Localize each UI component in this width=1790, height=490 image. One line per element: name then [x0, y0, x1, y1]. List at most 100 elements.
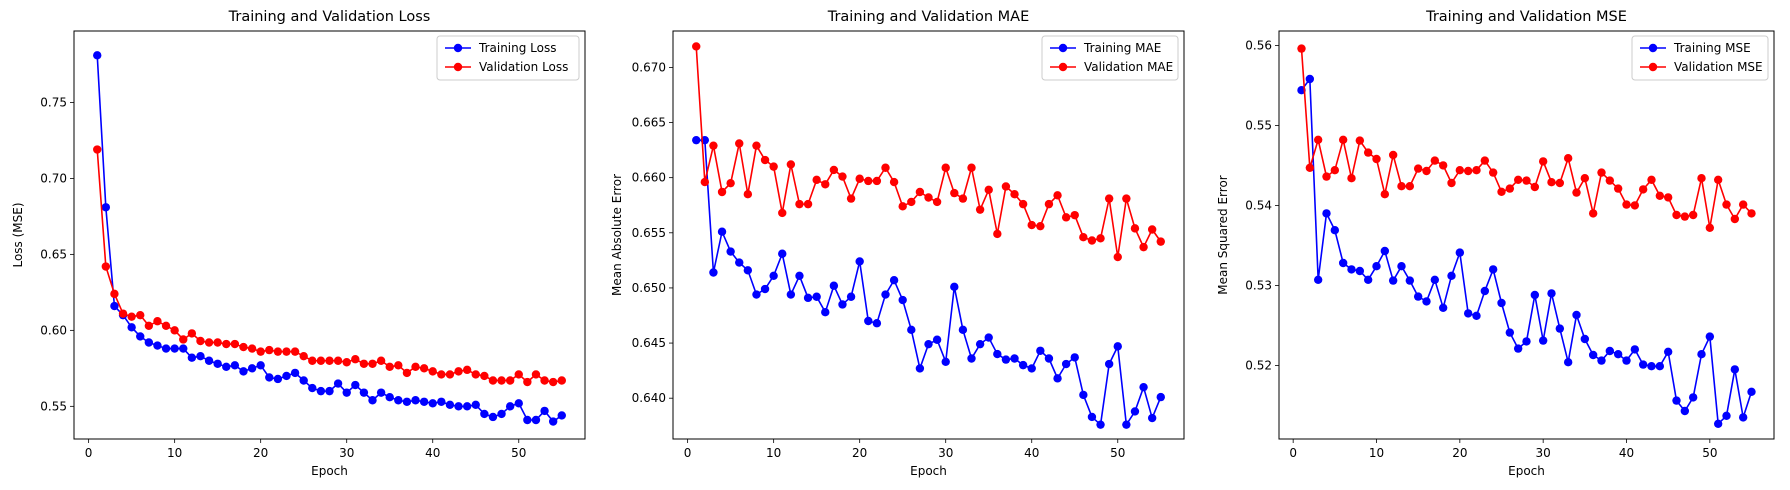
data-point [1053, 191, 1062, 200]
data-point [1147, 413, 1157, 423]
legend-marker [453, 62, 463, 72]
y-tick-label: 0.75 [40, 95, 67, 109]
data-point [1305, 163, 1315, 172]
data-point [1738, 200, 1748, 209]
legend-frame [1631, 35, 1769, 81]
legend-label: Training Loss [478, 41, 556, 55]
data-point [308, 356, 317, 365]
data-point [803, 199, 813, 209]
data-point [1372, 262, 1381, 271]
data-point [752, 141, 761, 150]
data-point [1697, 174, 1706, 183]
data-point [1044, 199, 1054, 209]
data-point [454, 402, 463, 411]
data-point [1630, 345, 1640, 354]
data-point [1663, 193, 1673, 202]
series-validation-loss [93, 145, 566, 387]
data-point [1096, 420, 1105, 429]
data-point [1613, 184, 1623, 193]
chart-title: Training and Validation MSE [1425, 9, 1627, 25]
data-point [735, 258, 744, 267]
data-point [1070, 353, 1079, 362]
data-point [864, 176, 873, 186]
data-point [359, 388, 369, 397]
data-point [717, 227, 727, 236]
data-point [709, 268, 718, 277]
data-point [523, 415, 532, 425]
data-point [1597, 168, 1606, 177]
data-point [1018, 360, 1028, 370]
data-point [531, 370, 541, 379]
data-point [1622, 200, 1631, 209]
data-point [1630, 201, 1640, 210]
data-point [924, 193, 933, 202]
data-point [993, 229, 1002, 239]
data-point [1139, 382, 1148, 392]
data-point [1380, 190, 1390, 199]
data-point [743, 266, 753, 275]
data-point [1672, 396, 1681, 405]
data-point [316, 356, 326, 365]
data-point [290, 347, 300, 356]
data-point [821, 180, 830, 189]
data-point [101, 262, 111, 271]
data-point [428, 367, 437, 376]
chart-title: Training and Validation Loss [228, 9, 431, 25]
data-point [1036, 221, 1045, 231]
x-tick-label: 10 [1369, 446, 1384, 460]
x-tick-label: 10 [766, 446, 781, 460]
data-point [376, 356, 386, 365]
data-point [419, 364, 429, 373]
data-point [402, 397, 412, 406]
data-point [213, 338, 222, 347]
data-point [993, 349, 1002, 359]
series-training-loss [93, 51, 566, 426]
data-point [101, 203, 111, 212]
x-tick-label: 0 [684, 446, 692, 460]
data-point [1647, 175, 1656, 184]
x-tick-label: 30 [938, 446, 953, 460]
data-point [1488, 265, 1498, 274]
data-point [1455, 166, 1465, 175]
data-point [1372, 154, 1381, 164]
y-tick-label: 0.55 [40, 399, 67, 413]
data-point [735, 139, 744, 148]
data-point [1705, 332, 1715, 341]
y-tick-label: 0.645 [632, 336, 666, 350]
data-point [795, 271, 804, 280]
data-point [1405, 182, 1415, 191]
data-point [1061, 359, 1071, 369]
data-point [1647, 362, 1656, 371]
data-point [110, 289, 119, 299]
data-point [1730, 214, 1740, 224]
data-point [829, 165, 839, 175]
data-point [445, 370, 455, 379]
data-point [325, 386, 334, 396]
data-point [514, 370, 523, 379]
data-point [1338, 258, 1348, 268]
data-point [462, 402, 472, 411]
data-point [1438, 161, 1448, 170]
data-point [1463, 309, 1473, 318]
data-point [351, 380, 360, 390]
series-line [696, 139, 1162, 427]
data-point [1538, 157, 1548, 166]
data-point [265, 345, 274, 355]
data-point [428, 399, 437, 408]
data-point [1338, 135, 1348, 144]
data-point [1053, 374, 1062, 383]
series-training-mse [1297, 74, 1756, 428]
data-point [786, 290, 796, 299]
y-axis-label: Mean Squared Error [1216, 175, 1230, 295]
data-point [1547, 178, 1556, 187]
data-point [333, 356, 343, 365]
data-point [230, 339, 240, 349]
data-point [1355, 136, 1365, 145]
data-point [1347, 265, 1356, 274]
data-point [153, 341, 162, 350]
data-point [136, 332, 145, 341]
data-point [273, 347, 283, 356]
data-point [1563, 358, 1573, 367]
legend-marker [1058, 62, 1068, 72]
data-point [1130, 224, 1140, 233]
